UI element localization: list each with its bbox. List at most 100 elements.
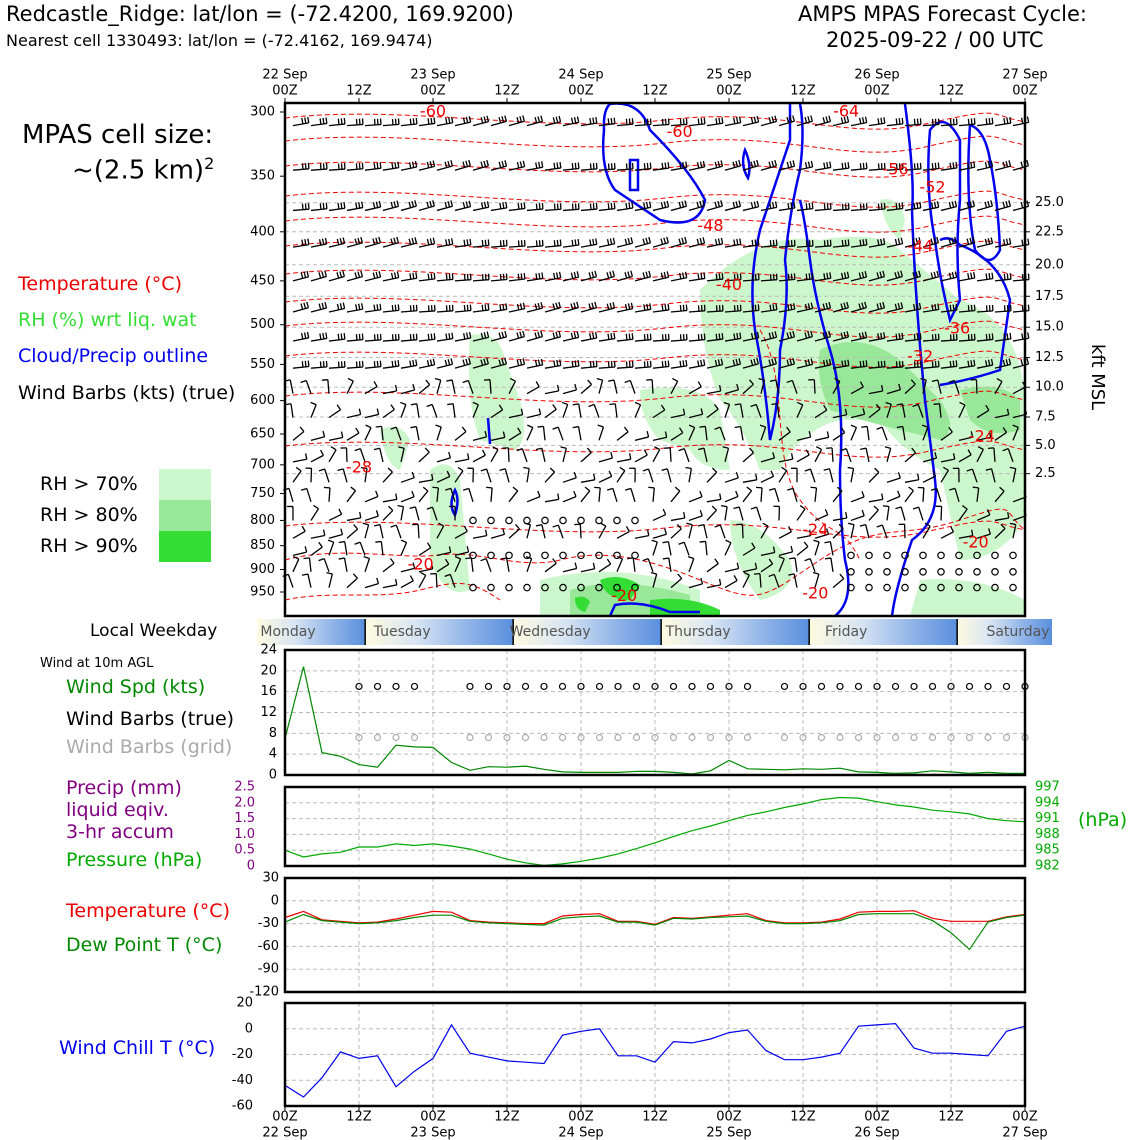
- wind-barb-staff: [904, 308, 921, 313]
- wind-barb-flag: [966, 238, 970, 245]
- wind-barb-staff: [292, 337, 309, 342]
- wind-barb-flag: [859, 117, 862, 124]
- wind-barb-calm: [613, 583, 621, 592]
- wind-barb-flag: [858, 272, 862, 279]
- wind-barb-staff: [346, 413, 361, 419]
- wind-barb-flag: [610, 118, 613, 125]
- wind-barb-flag: [465, 201, 469, 208]
- wind-barb-flag: [733, 273, 736, 281]
- wind-barb-flag: [916, 118, 919, 125]
- wind-barb-flag: [1009, 522, 1016, 526]
- wind-barb-staff: [544, 390, 559, 395]
- wind-barb-staff: [937, 379, 942, 394]
- wind-barb-staff: [922, 487, 925, 502]
- wind-barb-staff: [346, 366, 364, 369]
- wind-barb-staff: [832, 578, 845, 589]
- wind-barb-staff: [706, 509, 717, 521]
- wind-barb-flag: [873, 505, 879, 511]
- wind-barb-flag: [343, 118, 346, 125]
- wind-barb-flag: [373, 162, 376, 170]
- wind-barb-calm: [469, 516, 477, 525]
- wind-barb-flag: [790, 545, 794, 553]
- wind-barb-flag: [840, 303, 844, 310]
- wind-barb-staff: [940, 276, 957, 282]
- wind-barb-staff: [669, 447, 672, 462]
- rh70-region: [380, 426, 410, 470]
- wind-barb-flag: [338, 557, 345, 560]
- wind-barb-flag: [535, 381, 540, 388]
- wind-barb-flag: [642, 238, 646, 245]
- wind-barb-staff: [760, 563, 773, 573]
- wind-barb-staff: [938, 403, 942, 418]
- weekday-band: [365, 619, 514, 645]
- swatch-rh80: [159, 500, 211, 531]
- wind-barb-staff: [742, 121, 759, 127]
- wind-barb-flag: [612, 270, 616, 277]
- wind-barb-flag: [897, 302, 901, 310]
- wind-barb-flag: [556, 384, 560, 392]
- wind-barb-staff: [976, 514, 991, 522]
- wind-barb-flag: [426, 360, 430, 367]
- wind-barb-staff: [886, 338, 903, 342]
- wind-barb-flag: [465, 160, 469, 167]
- wind-barb-staff: [1012, 427, 1019, 441]
- wind-barb-flag: [505, 201, 508, 208]
- height-tick-label: 10.0: [1035, 380, 1064, 395]
- wind-barb-flag: [450, 238, 454, 245]
- wind-barb-flag: [813, 539, 820, 543]
- wind-barb-flag: [465, 358, 469, 365]
- wind-barb-flag: [718, 384, 722, 392]
- wind-barb-flag: [918, 302, 922, 309]
- wind-barb-flag: [481, 304, 484, 311]
- wind-barb-staff: [328, 207, 345, 212]
- wind-barb-flag: [484, 304, 487, 311]
- wind-barb-calm: [487, 583, 495, 592]
- wind-barb-flag: [919, 201, 922, 208]
- wind-barb-flag: [703, 272, 706, 279]
- wind-barb-staff: [1012, 524, 1017, 539]
- wind-barb-staff: [289, 379, 294, 394]
- wind-barb-flag: [576, 301, 580, 308]
- wind-barb-flag: [756, 357, 760, 365]
- wind-barb-flag: [303, 302, 307, 309]
- wind-barb-staff: [290, 403, 294, 418]
- wind-barb-staff: [436, 205, 453, 212]
- wind-barb-staff: [796, 307, 813, 313]
- wind-barb-calm: [559, 551, 567, 560]
- wind-barb-flag: [466, 453, 470, 460]
- wind-barb-flag: [717, 200, 721, 208]
- wind-barb-staff: [328, 168, 346, 171]
- wind-barb-flag: [681, 237, 685, 244]
- wind-barb-staff: [526, 524, 532, 539]
- wind-barb-flag: [861, 117, 865, 124]
- wind-barb-flag: [718, 333, 721, 340]
- wind-barb-flag: [810, 160, 814, 167]
- wind-barb-flag: [447, 403, 454, 406]
- wind-barb-flag: [608, 379, 615, 382]
- wind-barb-flag: [340, 333, 343, 340]
- wind-barb-staff: [778, 120, 795, 127]
- pressure-ytick-label: 985: [1035, 843, 1060, 858]
- wind-barb-flag: [320, 449, 324, 456]
- wind-barb-calm-true: [521, 682, 530, 691]
- wind-barb-flag: [876, 426, 883, 430]
- wind-barb-staff: [724, 165, 741, 171]
- wind-barb-flag: [733, 575, 738, 581]
- wind-barb-flag: [718, 273, 721, 280]
- date-label-bottom: 26 Sep: [854, 1126, 899, 1140]
- wind-barb-flag: [912, 506, 919, 510]
- wind-barb-staff: [634, 454, 648, 463]
- wind-chill-ytick-label: -40: [232, 1073, 253, 1088]
- cloud-outline: [939, 237, 1012, 387]
- temperature-contour-line: [284, 440, 1026, 458]
- wind-barb-staff: [472, 121, 489, 127]
- wind-barb-flag: [930, 272, 934, 279]
- wind-barb-flag: [484, 239, 487, 246]
- wind-barb-flag: [934, 303, 937, 311]
- wind-barb-staff: [454, 279, 472, 282]
- wind-barb-flag: [702, 160, 706, 167]
- wind-barb-flag: [738, 200, 742, 207]
- wind-barb-staff: [454, 470, 464, 483]
- wind-barb-staff: [958, 339, 976, 342]
- wind-barb-staff: [526, 120, 543, 127]
